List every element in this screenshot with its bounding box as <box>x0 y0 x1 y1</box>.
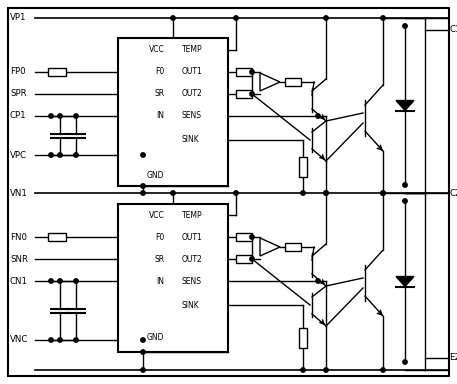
Text: SPR: SPR <box>10 89 27 99</box>
Bar <box>236 233 252 241</box>
Circle shape <box>171 191 175 195</box>
Text: VCC: VCC <box>149 210 164 220</box>
Text: OUT1: OUT1 <box>182 232 202 242</box>
Text: VNC: VNC <box>10 336 28 344</box>
Bar <box>118 38 228 186</box>
Bar <box>299 157 307 177</box>
Bar <box>236 90 252 98</box>
Text: CN1: CN1 <box>10 276 28 285</box>
Text: VCC: VCC <box>149 45 164 55</box>
Text: CP1: CP1 <box>10 111 27 121</box>
Text: SINK: SINK <box>182 136 200 144</box>
Bar <box>236 68 252 76</box>
Bar <box>285 78 301 86</box>
Text: FP0: FP0 <box>10 68 26 76</box>
Circle shape <box>141 350 145 354</box>
Circle shape <box>250 70 254 74</box>
Circle shape <box>403 199 407 203</box>
Circle shape <box>74 338 78 342</box>
Text: SENS: SENS <box>182 276 202 285</box>
Circle shape <box>74 153 78 157</box>
Text: VPC: VPC <box>10 151 27 159</box>
Circle shape <box>250 235 254 239</box>
Circle shape <box>324 16 328 20</box>
Circle shape <box>49 338 53 342</box>
Circle shape <box>324 191 328 195</box>
Polygon shape <box>260 238 280 256</box>
Text: FN0: FN0 <box>10 232 27 242</box>
Circle shape <box>141 368 145 372</box>
Text: GND: GND <box>147 170 164 179</box>
Circle shape <box>141 153 145 157</box>
Bar <box>299 328 307 348</box>
Circle shape <box>141 338 145 342</box>
Polygon shape <box>396 101 414 111</box>
Circle shape <box>141 184 145 188</box>
Circle shape <box>58 338 62 342</box>
Text: TEMP: TEMP <box>182 210 202 220</box>
Circle shape <box>250 257 254 261</box>
Circle shape <box>74 114 78 118</box>
Circle shape <box>171 16 175 20</box>
Circle shape <box>49 279 53 283</box>
Text: TEMP: TEMP <box>182 45 202 55</box>
Circle shape <box>141 191 145 195</box>
Text: IN: IN <box>156 111 164 121</box>
Text: F0: F0 <box>155 68 164 76</box>
Circle shape <box>403 183 407 187</box>
Text: VN1: VN1 <box>10 189 28 197</box>
Circle shape <box>403 24 407 28</box>
Circle shape <box>250 92 254 96</box>
Circle shape <box>49 114 53 118</box>
Text: SINK: SINK <box>182 301 200 310</box>
Text: IN: IN <box>156 276 164 285</box>
Circle shape <box>316 279 320 283</box>
Circle shape <box>58 153 62 157</box>
Bar <box>236 255 252 263</box>
Bar <box>48 233 66 241</box>
Circle shape <box>58 114 62 118</box>
Circle shape <box>381 191 385 195</box>
Text: E2: E2 <box>449 354 457 362</box>
Circle shape <box>403 360 407 364</box>
Circle shape <box>58 279 62 283</box>
Bar <box>285 243 301 251</box>
Text: C1: C1 <box>449 25 457 35</box>
Polygon shape <box>260 73 280 91</box>
Text: VP1: VP1 <box>10 13 27 23</box>
Circle shape <box>381 16 385 20</box>
Circle shape <box>301 368 305 372</box>
Text: SNR: SNR <box>10 255 28 263</box>
Text: GND: GND <box>147 333 164 343</box>
Circle shape <box>324 191 328 195</box>
Circle shape <box>324 368 328 372</box>
Circle shape <box>234 16 238 20</box>
Text: OUT2: OUT2 <box>182 89 202 99</box>
Text: SR: SR <box>154 89 164 99</box>
Circle shape <box>381 368 385 372</box>
Circle shape <box>74 279 78 283</box>
Polygon shape <box>396 276 414 286</box>
Circle shape <box>234 191 238 195</box>
Text: C2E1: C2E1 <box>449 189 457 197</box>
Text: SENS: SENS <box>182 111 202 121</box>
Text: SR: SR <box>154 255 164 263</box>
Text: OUT2: OUT2 <box>182 255 202 263</box>
Bar <box>48 68 66 76</box>
Circle shape <box>49 153 53 157</box>
Text: F0: F0 <box>155 232 164 242</box>
Text: OUT1: OUT1 <box>182 68 202 76</box>
Bar <box>118 204 228 352</box>
Circle shape <box>316 114 320 118</box>
Circle shape <box>381 191 385 195</box>
Circle shape <box>301 191 305 195</box>
